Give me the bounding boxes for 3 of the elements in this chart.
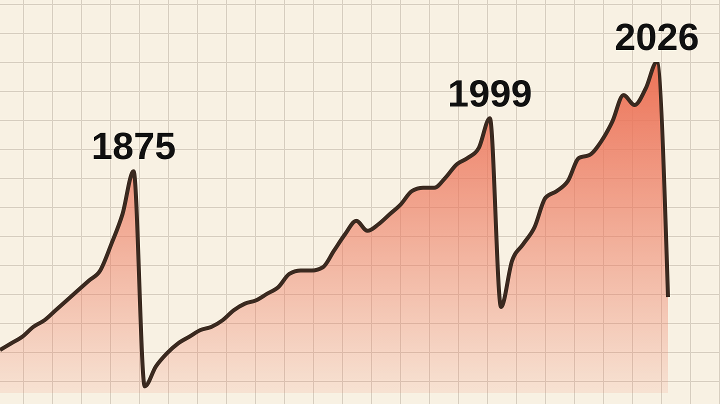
annotation: 1875 <box>91 126 176 168</box>
annotation: 1999 <box>448 73 532 116</box>
annotation: 2026 <box>614 17 700 59</box>
